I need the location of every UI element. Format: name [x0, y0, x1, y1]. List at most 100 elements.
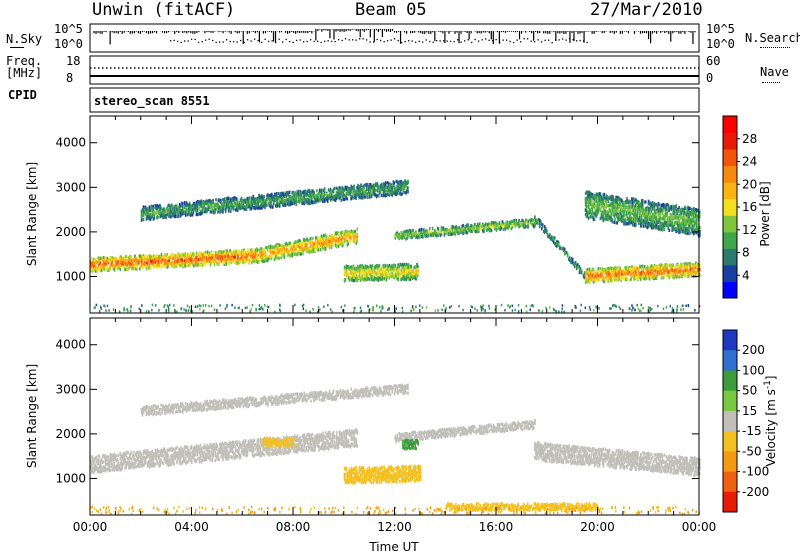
- data-cell: [589, 276, 592, 280]
- data-cell: [381, 275, 384, 280]
- data-cell: [166, 262, 169, 266]
- data-cell: [194, 206, 197, 210]
- data-cell: [654, 273, 657, 277]
- data-cell: [294, 191, 297, 195]
- data-cell: [320, 198, 322, 202]
- data-cell: [623, 270, 625, 274]
- data-cell: [157, 263, 160, 267]
- data-cell: [295, 247, 297, 251]
- data-cell: [257, 198, 259, 202]
- data-cell: [219, 249, 222, 253]
- data-cell: [148, 265, 151, 269]
- data-cell: [244, 198, 247, 203]
- data-cell: [280, 244, 283, 248]
- data-cell: [518, 219, 520, 223]
- data-cell: [422, 235, 424, 239]
- data-cell: [371, 275, 374, 279]
- data-cell: [449, 230, 452, 234]
- data-cell: [349, 191, 351, 195]
- data-cell: [228, 207, 231, 211]
- data-cell: [292, 243, 294, 247]
- data-cell: [216, 250, 219, 254]
- data-cell: [258, 248, 261, 252]
- data-cell: [597, 274, 600, 278]
- data-cell: [508, 221, 511, 225]
- data-cell: [340, 240, 343, 244]
- data-cell: [345, 187, 348, 191]
- data-cell: [256, 200, 258, 204]
- data-cell: [326, 239, 329, 243]
- data-cell: [307, 201, 309, 205]
- data-cell: [335, 196, 338, 200]
- data-cell: [146, 257, 149, 261]
- data-cell: [196, 263, 198, 267]
- data-cell: [324, 238, 327, 242]
- nsearch-dot: [474, 38, 476, 41]
- data-cell: [241, 249, 243, 253]
- data-cell: [204, 201, 206, 205]
- data-cell: [306, 249, 308, 253]
- data-cell: [406, 236, 408, 240]
- nsearch-dot: [555, 39, 557, 41]
- data-cell: [546, 229, 548, 233]
- data-cell: [261, 259, 264, 263]
- data-cell: [418, 232, 420, 236]
- data-cell: [365, 183, 367, 187]
- data-cell: [277, 197, 280, 201]
- data-cell: [279, 195, 282, 199]
- data-cell: [412, 269, 414, 273]
- data-cell: [584, 273, 587, 277]
- data-cell: [409, 275, 411, 279]
- data-cell: [416, 233, 418, 237]
- data-cell: [183, 201, 186, 206]
- data-cell: [254, 251, 256, 255]
- data-cell: [356, 190, 358, 194]
- data-cell: [163, 253, 166, 257]
- data-cell: [227, 255, 229, 259]
- data-cell: [160, 214, 162, 218]
- data-cell: [91, 264, 93, 268]
- data-cell: [357, 275, 360, 279]
- data-cell: [251, 253, 253, 257]
- data-cell: [539, 225, 541, 229]
- data-cell: [362, 188, 364, 192]
- data-cell: [374, 266, 377, 270]
- data-cell: [142, 258, 144, 262]
- data-cell: [343, 197, 346, 202]
- data-cell: [693, 266, 695, 270]
- data-cell: [221, 252, 224, 256]
- data-cell: [465, 225, 467, 229]
- data-cell: [227, 257, 229, 261]
- data-cell: [351, 267, 354, 271]
- data-cell: [645, 272, 648, 276]
- data-cell: [640, 274, 643, 278]
- data-cell: [128, 260, 130, 264]
- data-cell: [259, 206, 261, 210]
- data-cell: [260, 248, 263, 252]
- data-cell: [500, 226, 503, 230]
- data-cell: [596, 268, 599, 273]
- data-cell: [611, 266, 613, 271]
- data-cell: [406, 229, 408, 233]
- data-cell: [248, 200, 251, 204]
- data-cell: [391, 272, 394, 276]
- data-cell: [475, 230, 477, 234]
- data-cell: [467, 226, 469, 230]
- data-cell: [412, 276, 414, 280]
- data-cell: [322, 242, 325, 246]
- data-cell: [322, 188, 325, 193]
- data-cell: [694, 263, 696, 267]
- data-cell: [294, 244, 296, 248]
- data-cell: [187, 255, 189, 259]
- data-cell: [354, 189, 356, 193]
- data-cell: [548, 235, 550, 239]
- data-cell: [264, 257, 267, 261]
- data-cell: [506, 220, 509, 224]
- data-cell: [662, 268, 665, 272]
- data-cell: [298, 200, 301, 204]
- data-cell: [477, 227, 479, 231]
- data-cell: [361, 276, 364, 280]
- data-cell: [289, 241, 291, 245]
- data-cell: [323, 234, 326, 238]
